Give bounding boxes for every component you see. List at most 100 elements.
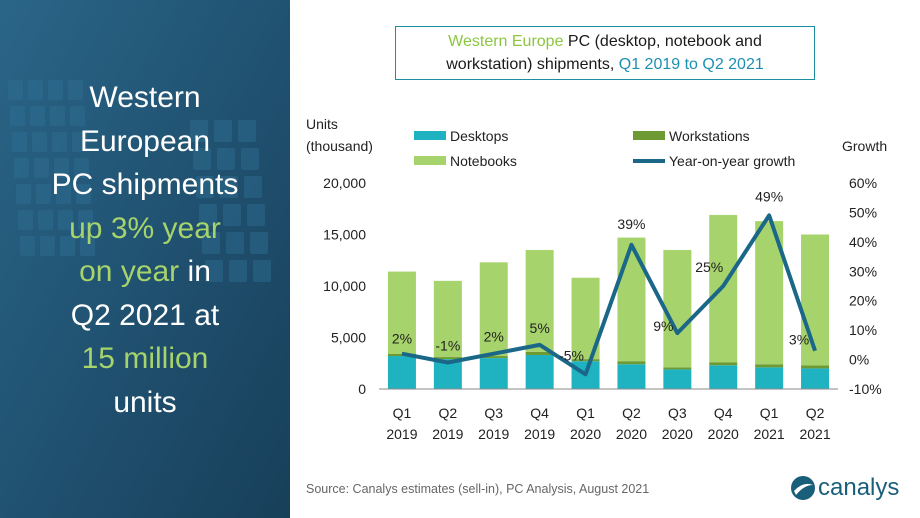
x-tick-label: 2020 (662, 426, 693, 442)
right-tick-label: 0% (849, 352, 869, 368)
growth-data-label: 49% (755, 188, 783, 204)
x-tick-label: 2020 (708, 426, 739, 442)
bar-desktops (387, 356, 416, 389)
growth-data-label: -1% (435, 338, 460, 354)
bar-workstations (571, 359, 600, 362)
growth-data-label: 25% (695, 259, 723, 275)
bar-workstations (433, 357, 462, 360)
legend-label: Desktops (450, 128, 508, 144)
headline-line: European (79, 124, 211, 158)
growth-data-label: -5% (559, 347, 584, 363)
x-tick-label: Q1 (393, 405, 412, 421)
bar-workstations (663, 367, 692, 370)
bar-desktops (755, 367, 784, 389)
bar-notebooks (525, 249, 554, 352)
bar-notebooks (479, 262, 508, 357)
x-tick-label: Q2 (622, 405, 641, 421)
right-axis-title: Growth (842, 138, 887, 154)
left-tick-label: 5,000 (331, 330, 366, 346)
headline-highlight: up 3% year (69, 211, 221, 245)
x-tick-label: 2019 (478, 426, 509, 442)
right-tick-label: 10% (849, 322, 877, 338)
left-tick-label: 10,000 (323, 278, 366, 294)
bar-workstations (525, 351, 554, 356)
bar-notebooks (433, 280, 462, 358)
x-tick-label: Q4 (530, 405, 549, 421)
x-tick-label: 2020 (570, 426, 601, 442)
right-tick-label: 50% (849, 204, 877, 220)
x-tick-label: Q1 (576, 405, 595, 421)
bar-desktops (479, 358, 508, 389)
bar-desktops (801, 368, 830, 389)
x-tick-label: 2021 (799, 426, 830, 442)
right-tick-label: 20% (849, 293, 877, 309)
left-tick-label: 15,000 (323, 227, 366, 243)
growth-data-label: 5% (530, 320, 550, 336)
bar-desktops (617, 364, 646, 389)
growth-line (401, 213, 817, 377)
canalys-logo-text: canalys (818, 474, 900, 501)
chart-title-text: workstation) shipments, (446, 56, 619, 73)
headline-text: Western European PC shipments up 3% year… (10, 76, 280, 424)
left-axis-title: (thousand) (306, 138, 373, 154)
bar-workstations (755, 364, 784, 368)
legend-label: Notebooks (450, 153, 517, 169)
headline-line: PC shipments (51, 168, 239, 201)
x-tick-label: Q3 (668, 405, 687, 421)
right-tick-label: -10% (849, 381, 882, 397)
right-tick-label: 40% (849, 234, 877, 250)
canalys-logo: canalys (790, 472, 910, 506)
headline-line: Q2 2021 at (70, 298, 220, 332)
canalys-swoosh-icon (791, 476, 815, 500)
bar-notebooks (663, 249, 692, 368)
legend-swatch (414, 131, 446, 140)
keyboard-background-decoration (0, 0, 290, 518)
growth-data-label: 2% (392, 331, 412, 347)
headline-line: in (179, 255, 211, 288)
x-tick-label: Q2 (439, 405, 458, 421)
left-tick-label: 0 (358, 381, 366, 397)
bar-workstations (617, 361, 646, 365)
right-tick-label: 30% (849, 263, 877, 279)
x-tick-label: 2020 (616, 426, 647, 442)
bar-desktops (525, 355, 554, 389)
x-tick-label: Q3 (484, 405, 503, 421)
x-tick-label: 2019 (386, 426, 417, 442)
bar-notebooks (387, 271, 416, 354)
chart-title-box: Western Europe PC (desktop, notebook and… (395, 26, 815, 80)
chart-title-region: Western Europe (448, 33, 564, 50)
bar-workstations (479, 356, 508, 359)
growth-data-label: 39% (617, 216, 645, 232)
source-note: Source: Canalys estimates (sell-in), PC … (306, 482, 650, 496)
bar-workstations (801, 365, 830, 369)
growth-data-label: 3% (789, 332, 809, 348)
chart-title-text: PC (desktop, notebook and (563, 33, 762, 50)
x-tick-label: Q2 (806, 405, 825, 421)
headline-line: units (113, 385, 177, 419)
headline-panel: Western European PC shipments up 3% year… (0, 0, 290, 518)
bar-notebooks (801, 234, 830, 366)
x-tick-label: Q1 (760, 405, 779, 421)
bar-desktops (709, 365, 738, 389)
x-tick-label: 2021 (754, 426, 785, 442)
growth-data-label: 2% (484, 329, 504, 345)
left-tick-label: 20,000 (323, 175, 366, 191)
left-axis-title: Units (306, 116, 338, 132)
bar-desktops (663, 369, 692, 389)
legend-swatch (414, 156, 446, 165)
shipments-chart: Units (thousand) Growth 0 5,000 10,000 15,000 2… (306, 116, 887, 442)
headline-highlight: 15 million (81, 342, 209, 375)
x-tick-label: Q4 (714, 405, 733, 421)
legend-label: Workstations (669, 128, 750, 144)
growth-data-label: 9% (653, 318, 673, 334)
bar-workstations (709, 362, 738, 366)
x-tick-label: 2019 (432, 426, 463, 442)
bar-notebooks (617, 237, 646, 362)
legend-swatch (633, 131, 665, 140)
x-tick-label: 2019 (524, 426, 555, 442)
chart-title-period: Q1 2019 to Q2 2021 (618, 56, 764, 73)
headline-highlight: on year (79, 255, 180, 288)
right-tick-label: 60% (849, 175, 877, 191)
headline-line: Western (89, 81, 201, 114)
legend-label: Year-on-year growth (669, 153, 795, 169)
